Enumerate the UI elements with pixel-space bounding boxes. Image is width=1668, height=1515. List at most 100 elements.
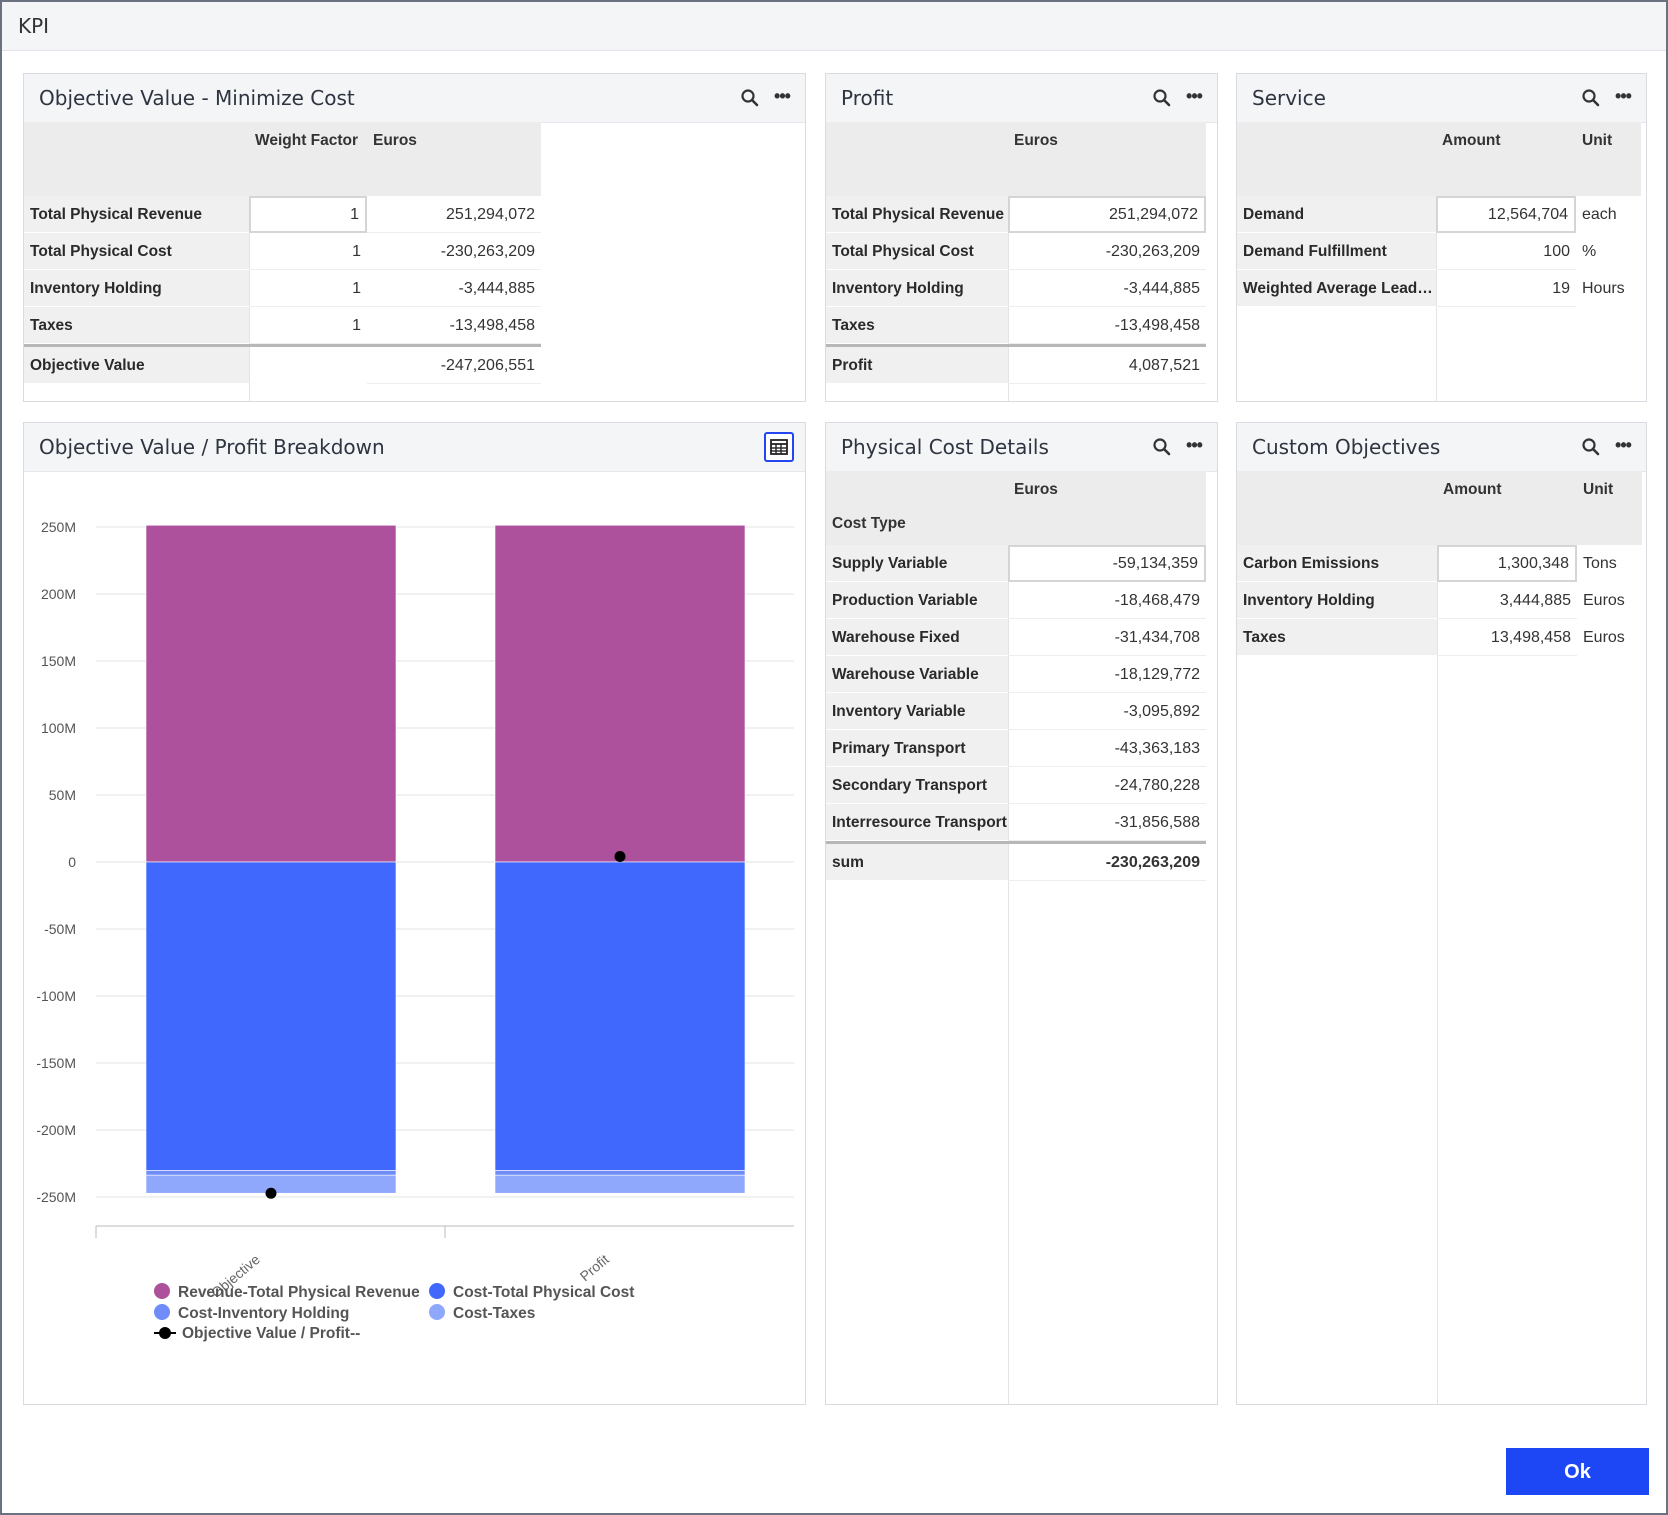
bar-segment	[494, 1170, 746, 1176]
legend-item[interactable]: Cost-Taxes	[429, 1304, 535, 1323]
y-tick-label: 150M	[41, 653, 76, 669]
unit-cell: %	[1582, 243, 1597, 260]
value-cell[interactable]: 1	[249, 196, 367, 233]
value-cell: -18,129,772	[1008, 656, 1206, 693]
row-label: Demand Fulfillment	[1237, 233, 1436, 270]
search-icon[interactable]	[738, 86, 762, 110]
column-header: Unit	[1576, 122, 1641, 196]
row-header-cell: Cost Type	[826, 471, 1008, 545]
objective-value-table: Weight Factor Euros Total Physical Revenue…	[24, 122, 805, 401]
column-header: Euros	[1008, 471, 1206, 545]
column-header: Unit	[1577, 471, 1642, 545]
y-tick-label: -50M	[44, 921, 76, 937]
legend-item[interactable]: Cost-Inventory Holding	[154, 1304, 349, 1323]
row-label: Secondary Transport	[826, 767, 1008, 804]
row-header-cell	[1237, 122, 1436, 196]
service-panel: Service ••• Amount Unit Demand 12,564,704 ea…	[1236, 73, 1647, 402]
search-icon[interactable]	[1579, 86, 1603, 110]
bar-segment	[145, 524, 397, 863]
breakdown-chart-panel-header: Objective Value / Profit Breakdown	[24, 423, 805, 472]
row-label: Inventory Holding	[1237, 582, 1437, 619]
total-divider	[826, 344, 1206, 347]
total-label: Profit	[826, 347, 1008, 384]
bar-segment	[145, 1170, 397, 1176]
value-cell: 13,498,458	[1437, 619, 1577, 656]
legend-item[interactable]: Cost-Total Physical Cost	[429, 1283, 634, 1302]
value-cell[interactable]: -59,134,359	[1008, 545, 1206, 582]
value-cell[interactable]: 12,564,704	[1436, 196, 1576, 233]
table-view-icon[interactable]	[764, 432, 794, 462]
objective-value-panel: Objective Value - Minimize Cost ••• Weig…	[23, 73, 806, 402]
row-label: Taxes	[24, 307, 249, 344]
panel-title: Service	[1252, 86, 1326, 110]
total-divider	[826, 841, 1206, 844]
legend-item[interactable]: Objective Value / Profit--	[154, 1325, 360, 1343]
value-cell: -3,444,885	[1008, 270, 1206, 307]
dialog-title: KPI	[2, 2, 1666, 51]
row-label: Total Physical Cost	[24, 233, 249, 270]
unit-cell: Tons	[1583, 555, 1617, 572]
breakdown-chart-panel: Objective Value / Profit Breakdown 250M 2…	[23, 422, 806, 1405]
total-label: sum	[826, 844, 1008, 881]
panel-title: Profit	[841, 86, 894, 110]
y-tick-label: 100M	[41, 720, 76, 736]
row-label: Inventory Variable	[826, 693, 1008, 730]
total-value: 4,087,521	[1008, 347, 1206, 384]
profit-panel: Profit ••• Euros Total Physical Revenue 25…	[825, 73, 1218, 402]
custom-objectives-panel: Custom Objectives ••• Amount Unit Carbon E…	[1236, 422, 1647, 1405]
row-header-cell	[1237, 471, 1437, 545]
row-label: Total Physical Revenue	[826, 196, 1008, 233]
search-icon[interactable]	[1150, 435, 1174, 459]
legend-color-dot	[429, 1304, 445, 1320]
row-header-cell	[24, 122, 249, 196]
more-icon[interactable]: •••	[1615, 86, 1632, 106]
search-icon[interactable]	[1579, 435, 1603, 459]
total-value: -247,206,551	[367, 347, 541, 384]
row-label: Total Physical Cost	[826, 233, 1008, 270]
value-cell[interactable]: 1,300,348	[1437, 545, 1577, 582]
row-label: Demand	[1237, 196, 1436, 233]
row-label: Total Physical Revenue	[24, 196, 249, 233]
y-tick-label: -250M	[36, 1189, 76, 1205]
value-cell: -13,498,458	[367, 307, 541, 344]
unit-cell: Hours	[1582, 280, 1625, 297]
value-cell: -43,363,183	[1008, 730, 1206, 767]
total-value: -230,263,209	[1008, 844, 1206, 881]
legend-label: Cost-Taxes	[453, 1305, 536, 1322]
legend-item[interactable]: Revenue-Total Physical Revenue	[154, 1283, 420, 1302]
service-table: Amount Unit Demand 12,564,704 each Demand Ful…	[1237, 122, 1646, 401]
value-cell: 251,294,072	[367, 196, 541, 233]
column-divider	[1008, 545, 1009, 1404]
value-cell: -31,434,708	[1008, 619, 1206, 656]
value-cell: -31,856,588	[1008, 804, 1206, 841]
more-icon[interactable]: •••	[1186, 86, 1203, 106]
column-divider	[249, 196, 250, 401]
column-header: Amount	[1436, 122, 1576, 196]
panel-title: Custom Objectives	[1252, 435, 1441, 459]
ok-button[interactable]: Ok	[1506, 1448, 1649, 1495]
value-cell: 3,444,885	[1437, 582, 1577, 619]
search-icon[interactable]	[1150, 86, 1174, 110]
row-label: Inventory Holding	[24, 270, 249, 307]
row-label: Supply Variable	[826, 545, 1008, 582]
bar-segment	[145, 861, 397, 1171]
legend-label: Revenue-Total Physical Revenue	[178, 1284, 420, 1301]
row-label: Taxes	[826, 307, 1008, 344]
more-icon[interactable]: •••	[1186, 435, 1203, 455]
value-cell: -3,095,892	[1008, 693, 1206, 730]
column-header: Amount	[1437, 471, 1577, 545]
breakdown-chart: 250M 200M 150M 100M 50M 0 -50M -100M -150M -200M -…	[36, 519, 794, 1301]
service-panel-header: Service •••	[1237, 74, 1646, 123]
value-cell[interactable]: 251,294,072	[1008, 196, 1206, 233]
y-tick-label: 0	[68, 854, 76, 870]
column-divider	[1008, 196, 1009, 401]
bar-segment	[494, 524, 746, 863]
row-label: Weighted Average Lead T...	[1237, 270, 1436, 307]
bar-segment	[494, 861, 746, 1171]
more-icon[interactable]: •••	[774, 86, 791, 106]
more-icon[interactable]: •••	[1615, 435, 1632, 455]
row-label: Warehouse Fixed	[826, 619, 1008, 656]
x-tick-label: Profit	[577, 1251, 612, 1284]
legend-line-marker	[154, 1325, 176, 1341]
